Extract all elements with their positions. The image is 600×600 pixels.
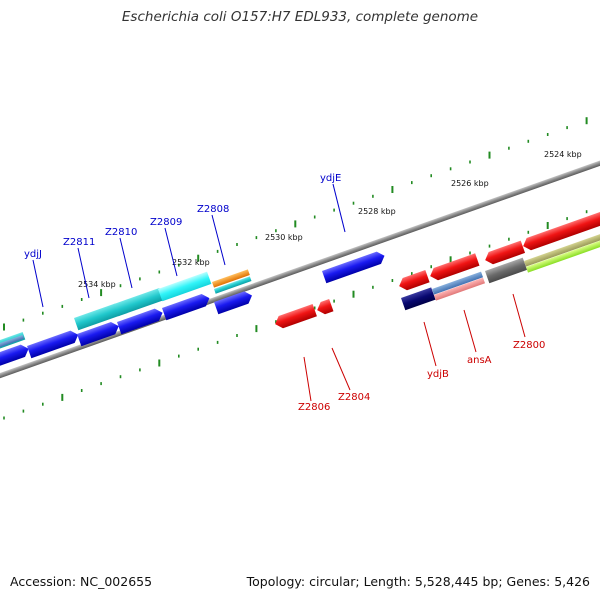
leader-line-ydjB [423,321,437,367]
gene-label-ydjB: ydjB [427,369,449,380]
leader-line-ansA [463,309,477,353]
gene-arrow [485,240,526,265]
gene-arrow [214,291,252,315]
gene-label-Z2811: Z2811 [63,237,95,248]
scale-label: 2530 kbp [265,233,303,242]
map-title: Escherichia coli O157:H7 EDL933, complet… [121,9,479,25]
gene-label-Z2808: Z2808 [197,204,229,215]
gene-arrow [27,330,79,359]
gene-arrow [317,298,334,315]
leader-line-Z2810 [119,237,133,289]
gene-arrow [401,287,436,311]
forward-gene-labels: ydjJ Z2811 Z2810 Z2809 Z2808 ydjE [24,173,341,260]
gene-arrow [117,308,163,335]
gene-label-ansA: ansA [467,355,492,366]
gene-label-Z2810: Z2810 [105,227,137,238]
inner-scale-ticks [3,210,588,420]
scale-label: 2524 kbp [544,150,582,159]
leader-line-ydjE [332,183,346,233]
scale-labels: 2524 kbp 2526 kbp 2528 kbp 2530 kbp 2532… [78,150,582,289]
gene-arrow [322,251,385,284]
reverse-strand-genes [275,208,600,329]
gene-arrow [158,271,212,302]
gene-arrow [524,230,600,267]
gene-arrow [114,287,164,317]
gene-label-Z2800: Z2800 [513,340,545,351]
leader-lines [32,183,526,402]
gene-label-ydjJ: ydjJ [24,249,42,260]
reverse-gene-labels: Z2806 Z2804 ydjB ansA Z2800 [298,340,545,413]
outer-scale-ticks [3,117,588,331]
gene-label-Z2806: Z2806 [298,402,330,413]
gene-arrow [523,208,600,251]
gene-arrow [485,257,528,284]
gene-arrow [77,321,119,347]
leader-line-Z2806 [303,356,312,402]
leader-line-Z2811 [77,247,90,299]
scale-label: 2532 kbp [172,258,210,267]
gene-arrow [212,269,250,288]
gene-label-Z2809: Z2809 [150,217,182,228]
gene-arrow [526,236,600,273]
forward-strand-genes [0,230,600,368]
scale-label: 2526 kbp [451,179,489,188]
gene-arrow [0,334,24,351]
gene-arrow [275,303,317,329]
gene-arrow [430,253,480,281]
leader-line-Z2804 [331,347,351,391]
gene-arrow [432,271,484,295]
gene-arrow [0,344,29,368]
gene-arrow [74,303,120,331]
gene-label-ydjE: ydjE [320,173,341,184]
gene-arrow [214,276,252,294]
scale-label: 2534 kbp [78,280,116,289]
scale-label: 2528 kbp [358,207,396,216]
leader-line-Z2808 [211,214,226,266]
gene-label-Z2804: Z2804 [338,392,370,403]
topology-text: Topology: circular; Length: 5,528,445 bp… [246,574,590,589]
leader-line-Z2800 [512,293,526,338]
gene-arrow [162,293,210,321]
leader-line-Z2809 [164,227,178,277]
accession-text: Accession: NC_002655 [10,574,153,589]
gene-arrow [399,269,430,291]
leader-line-ydjJ [32,259,44,308]
gene-arrow [434,277,486,301]
